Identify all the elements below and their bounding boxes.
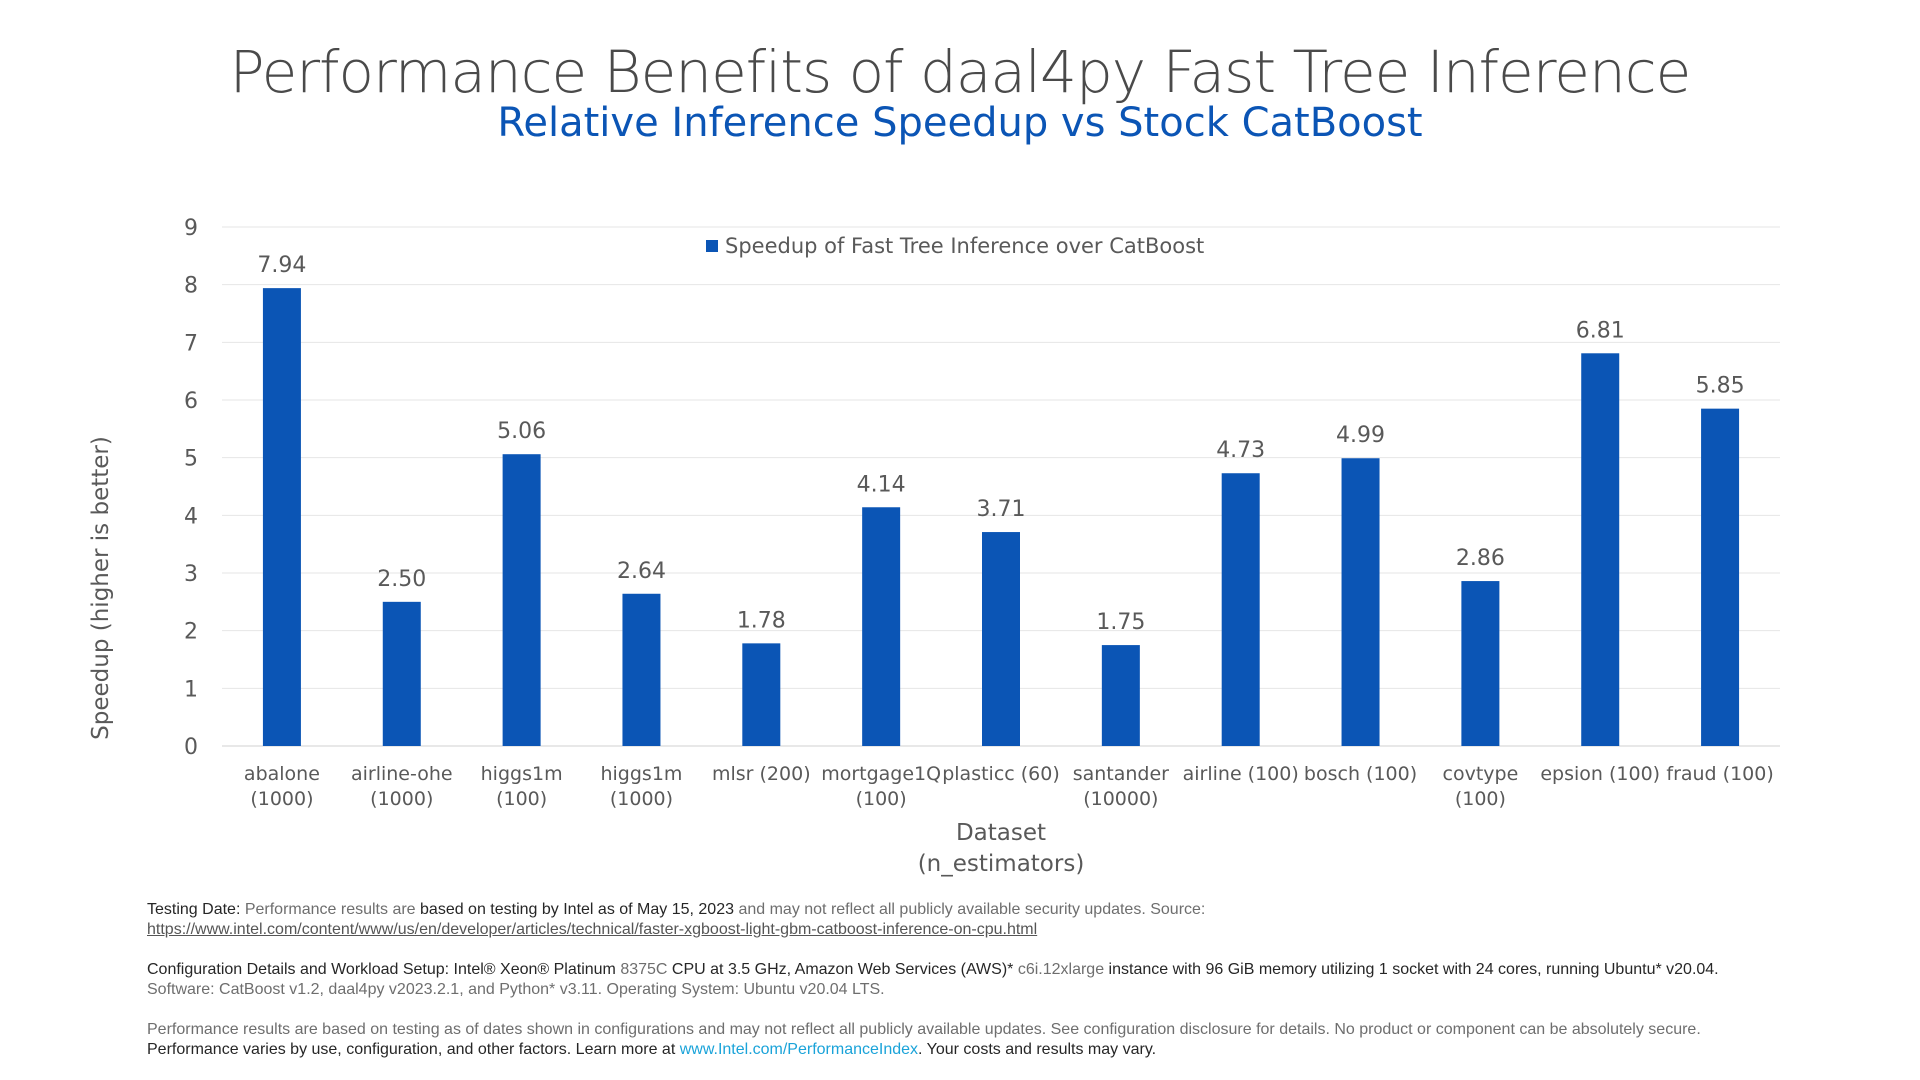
source-link[interactable]: https://www.intel.com/content/www/us/en/… xyxy=(147,921,1038,938)
x-tick-label: bosch (100) xyxy=(1304,763,1417,785)
y-tick-label: 8 xyxy=(184,274,198,299)
x-tick-label: (1000) xyxy=(370,788,433,810)
y-tick-label: 1 xyxy=(184,677,198,702)
data-label: 2.64 xyxy=(617,559,666,584)
performance-index-link[interactable]: www.Intel.com/PerformanceIndex xyxy=(679,1041,919,1058)
testing-date: based on testing by Intel as of May 15, … xyxy=(420,901,734,918)
bar xyxy=(1701,408,1740,746)
data-label: 4.14 xyxy=(857,472,906,497)
data-label: 2.50 xyxy=(377,567,426,592)
x-tick-label: santander xyxy=(1073,763,1169,785)
data-label: 3.71 xyxy=(977,497,1026,522)
x-tick-label: (100) xyxy=(496,788,547,810)
x-tick-label: (1000) xyxy=(250,788,313,810)
disclaimer-line-1: Performance results are based on testing… xyxy=(147,1021,1701,1038)
x-axis-title: Dataset xyxy=(956,820,1046,846)
x-tick-label: epsion (100) xyxy=(1540,763,1660,785)
x-tick-label: higgs1m xyxy=(600,763,682,785)
legend-label: Speedup of Fast Tree Inference over CatB… xyxy=(725,234,1204,258)
data-label: 1.78 xyxy=(737,608,786,633)
bar xyxy=(1101,645,1140,746)
testing-text-2: and may not reflect all publicly availab… xyxy=(734,901,1206,918)
config-note: Configuration Details and Workload Setup… xyxy=(147,960,1787,1000)
config-model: 8375C xyxy=(620,961,668,978)
bar xyxy=(982,532,1020,746)
bar xyxy=(502,454,541,746)
bar xyxy=(1341,458,1380,746)
testing-label: Testing Date: xyxy=(147,901,241,918)
chart-subtitle: Relative Inference Speedup vs Stock CatB… xyxy=(497,100,1423,146)
chart-title: Performance Benefits of daal4py Fast Tre… xyxy=(229,38,1692,106)
x-tick-label: abalone xyxy=(244,763,320,785)
data-label: 4.73 xyxy=(1216,438,1265,463)
config-text: CPU at 3.5 GHz, Amazon Web Services (AWS… xyxy=(667,961,1018,978)
testing-note: Testing Date: Performance results are ba… xyxy=(147,900,1787,940)
data-label: 6.81 xyxy=(1576,318,1625,343)
data-label: 2.86 xyxy=(1456,546,1505,571)
bar xyxy=(382,601,421,746)
bar-chart: 0 1 2 3 4 5 6 7 8 9 7.94 abalone (1000) 2.50 airline-o… xyxy=(88,216,1780,877)
bar xyxy=(1221,473,1260,746)
x-tick-label: mlsr (200) xyxy=(712,763,811,785)
data-label: 1.75 xyxy=(1096,610,1145,635)
testing-text: Performance results are xyxy=(240,901,421,918)
config-cpu: Intel® Xeon® Platinum xyxy=(449,961,621,978)
x-tick-label: (1000) xyxy=(610,788,673,810)
legend-swatch xyxy=(706,240,718,252)
x-tick-label: covtype xyxy=(1443,763,1519,785)
config-instance: c6i.12xlarge xyxy=(1017,961,1105,978)
y-tick-label: 2 xyxy=(184,620,198,645)
y-tick-label: 7 xyxy=(184,331,198,356)
x-tick-label: (100) xyxy=(856,788,907,810)
bar xyxy=(1581,353,1620,746)
x-tick-label: airline-ohe xyxy=(351,763,453,785)
data-label: 5.06 xyxy=(497,419,546,444)
x-tick-label: fraud (100) xyxy=(1666,763,1773,785)
y-axis-title: Speedup (higher is better) xyxy=(88,436,114,740)
bar xyxy=(262,288,301,746)
x-axis-title: (n_estimators) xyxy=(918,851,1085,877)
y-tick-label: 6 xyxy=(184,389,198,414)
x-tick-label: airline (100) xyxy=(1183,763,1299,785)
y-tick-label: 0 xyxy=(184,735,198,760)
config-label: Configuration Details and Workload Setup… xyxy=(147,961,450,978)
bar xyxy=(742,643,781,746)
x-tick-label: plasticc (60) xyxy=(942,763,1060,785)
x-tick-label: mortgage1Q xyxy=(821,763,941,785)
bar xyxy=(1461,581,1500,746)
disclaimer-note: Performance results are based on testing… xyxy=(147,1020,1787,1060)
y-tick-label: 3 xyxy=(184,562,198,587)
x-tick-label: (10000) xyxy=(1083,788,1158,810)
data-label: 5.85 xyxy=(1696,374,1745,399)
bar xyxy=(862,507,901,746)
config-text-2: instance with 96 GiB memory utilizing 1 … xyxy=(1104,961,1719,978)
x-tick-label: higgs1m xyxy=(481,763,563,785)
software-line: Software: CatBoost v1.2, daal4py v2023.2… xyxy=(147,981,885,998)
x-tick-label: (100) xyxy=(1455,788,1506,810)
y-tick-label: 4 xyxy=(184,504,198,529)
disclaimer-line-2: Performance varies by use, configuration… xyxy=(147,1041,680,1058)
data-label: 7.94 xyxy=(257,253,306,278)
disclaimer-line-2b: . Your costs and results may vary. xyxy=(918,1041,1157,1058)
data-label: 4.99 xyxy=(1336,423,1385,448)
footer-notes: Testing Date: Performance results are ba… xyxy=(147,900,1787,1080)
y-tick-label: 5 xyxy=(184,447,198,472)
y-tick-label: 9 xyxy=(184,216,198,241)
bar xyxy=(622,593,661,746)
